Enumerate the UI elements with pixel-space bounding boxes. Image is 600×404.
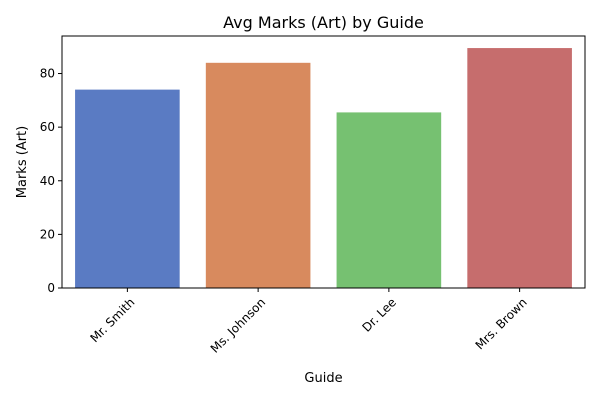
chart-title: Avg Marks (Art) by Guide [223,13,424,32]
x-tick-label: Mrs. Brown [473,295,530,352]
y-tick-label: 60 [40,120,55,134]
bar-dr-lee [336,112,442,288]
bars-layer [75,48,572,289]
y-axis-label: Marks (Art) [15,126,30,198]
x-tick-label: Mr. Smith [87,295,137,345]
x-tick-label: Dr. Lee [359,295,399,335]
bar-ms-johnson [205,62,311,289]
bar-mrs-brown [467,48,572,289]
plot-frame [61,35,586,289]
x-axis-label: Guide [304,371,342,386]
y-tick-label: 80 [40,67,55,81]
bar-mr-smith [75,89,180,288]
y-tick-label: 0 [47,281,55,295]
y-tick-label: 20 [40,227,55,241]
x-tick-label: Ms. Johnson [208,295,268,355]
y-tick-label: 40 [40,174,55,188]
